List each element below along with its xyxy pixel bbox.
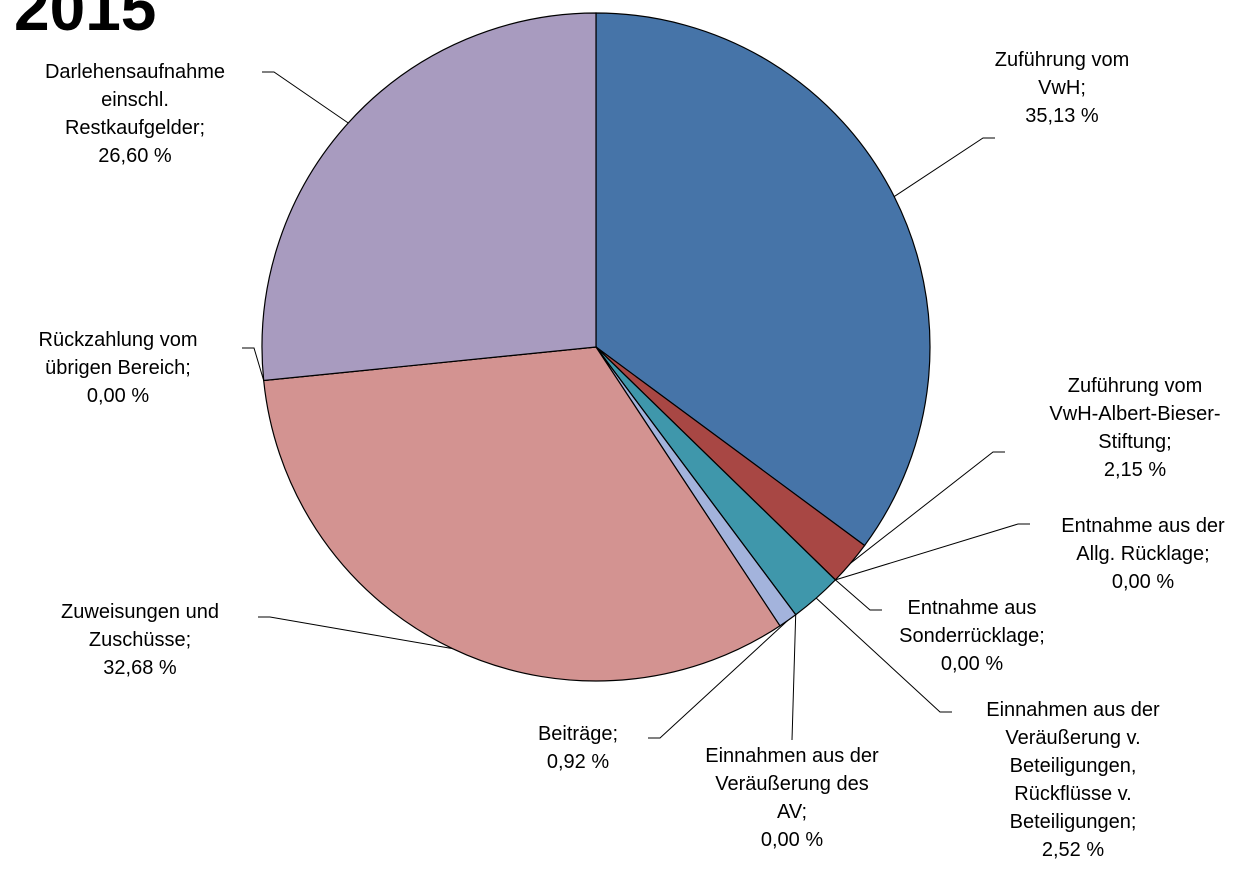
leader-line [893, 137, 995, 198]
value-label: 0,00 % [761, 829, 823, 851]
slice-label: Zuführung vom VwH-Albert-Bieser-Stiftung; [1049, 375, 1220, 453]
leader-line [835, 523, 1030, 581]
slice-label: Einnahmen aus der Veräußerung des AV; [705, 745, 879, 823]
leader-line [815, 597, 952, 713]
leader-line [262, 71, 349, 124]
value-label: 0,00 % [1112, 571, 1174, 593]
leader-line [258, 616, 453, 650]
slice-label: Einnahmen aus der Veräußerung v. Beteiligu… [986, 699, 1160, 833]
leader-line [791, 614, 797, 741]
slice-label: Beiträge; [538, 723, 618, 745]
value-label: 0,00 % [941, 653, 1003, 675]
slice-label: Darlehensaufnahme einschl. Restkaufgelder; [45, 61, 225, 139]
slice-label: Zuweisungen und Zuschüsse; [61, 601, 219, 651]
slice-label: Entnahme aus der Allg. Rücklage; [1061, 515, 1225, 565]
leader-line [242, 347, 265, 381]
chart-title: 2015 [14, 0, 156, 44]
value-label: 26,60 % [98, 145, 172, 167]
value-label: 2,15 % [1104, 459, 1166, 481]
value-label: 32,68 % [103, 657, 177, 679]
value-label: 2,52 % [1042, 839, 1104, 861]
pie-slice [595, 12, 931, 547]
leader-line [835, 579, 882, 611]
value-label: 0,00 % [87, 385, 149, 407]
value-label: 35,13 % [1025, 105, 1099, 127]
pie-slice [261, 12, 597, 382]
slice-label: Entnahme aus Sonderrücklage; [899, 597, 1045, 647]
leader-line [850, 451, 1005, 564]
slice-label: Rückzahlung vom übrigen Bereich; [39, 329, 198, 379]
value-label: 0,92 % [547, 751, 609, 773]
leader-line [648, 620, 789, 739]
slice-label: Zuführung vom VwH; [995, 49, 1130, 99]
